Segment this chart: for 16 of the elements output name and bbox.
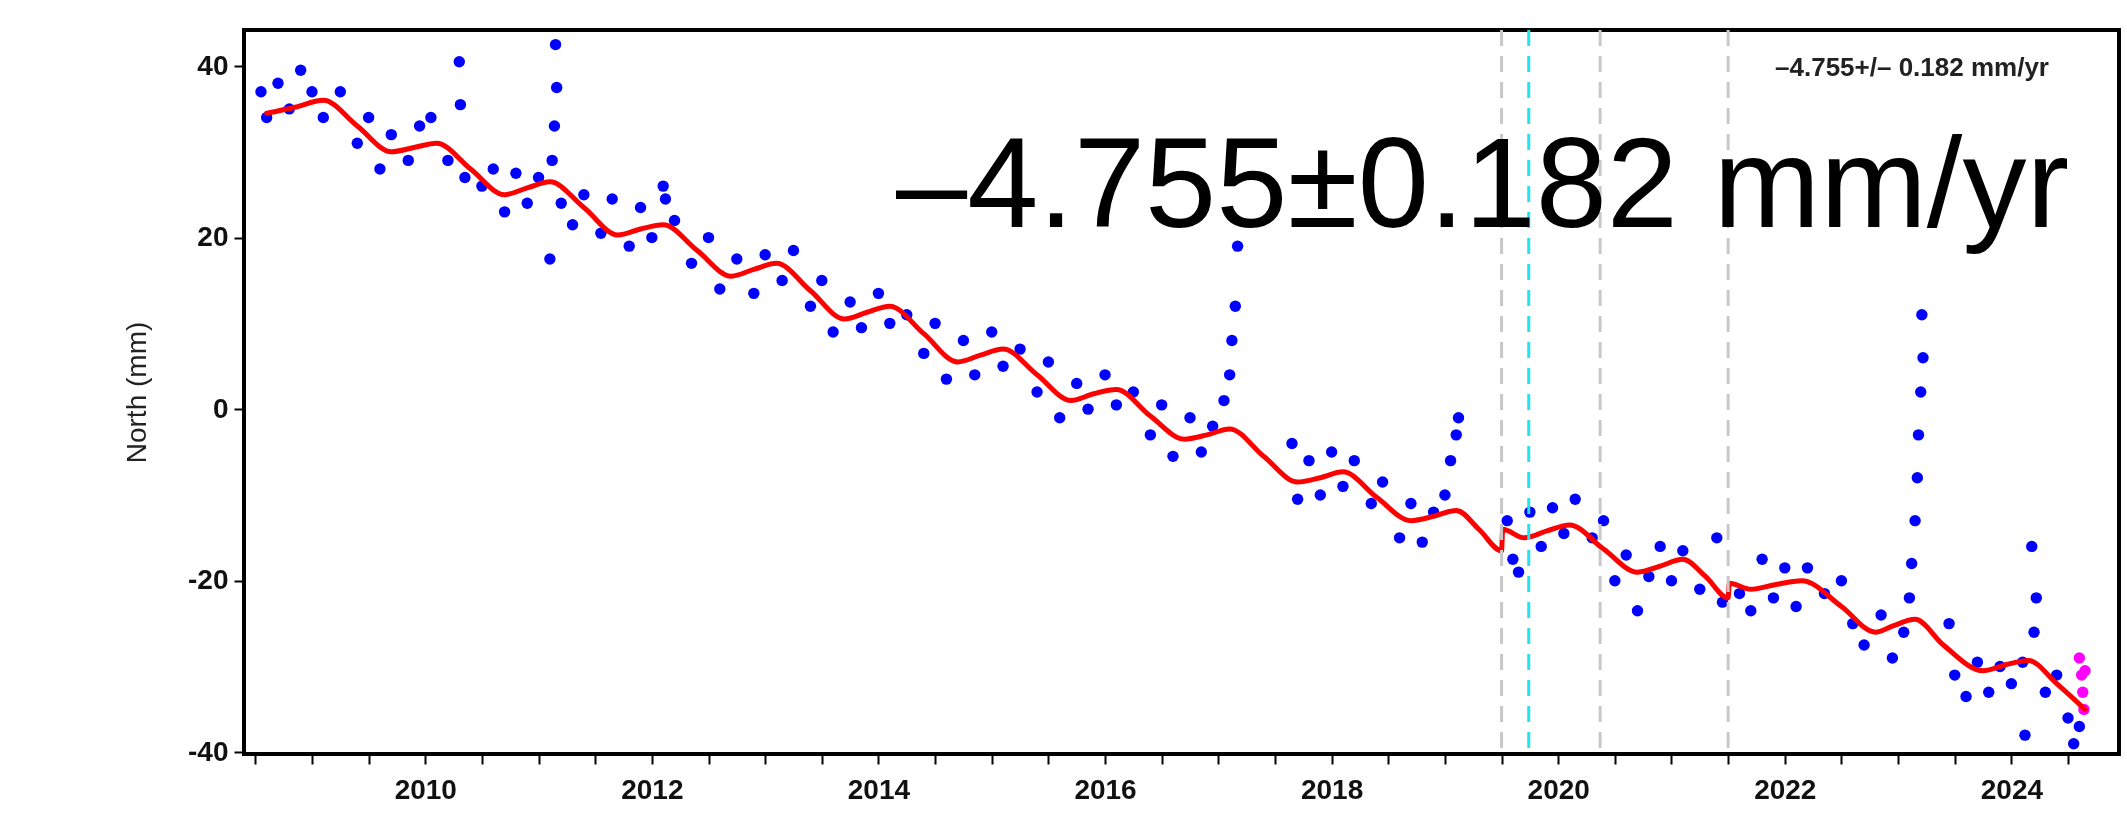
y-tick-label: 40 bbox=[197, 49, 229, 81]
x-tick-label: 2014 bbox=[847, 773, 911, 805]
annotation: –4.755+/– 0.182 mm/yr bbox=[1775, 52, 2049, 82]
y-tick-label: -20 bbox=[188, 564, 229, 596]
x-tick-label: 2012 bbox=[621, 773, 684, 805]
y-axis-title: North (mm) bbox=[121, 321, 153, 464]
x-tick-label: 2020 bbox=[1527, 773, 1590, 805]
x-tick-label: 2022 bbox=[1754, 773, 1817, 805]
annotation: –4.755±0.182 mm/yr bbox=[895, 111, 2069, 254]
y-tick-label: 0 bbox=[212, 392, 229, 424]
x-tick-label: 2010 bbox=[394, 773, 457, 805]
x-tick-label: 2024 bbox=[1980, 773, 2044, 805]
y-tick-label: -40 bbox=[188, 735, 229, 767]
y-tick-label: 20 bbox=[197, 221, 229, 253]
x-tick-label: 2016 bbox=[1074, 773, 1137, 805]
x-tick-label: 2018 bbox=[1300, 773, 1364, 805]
